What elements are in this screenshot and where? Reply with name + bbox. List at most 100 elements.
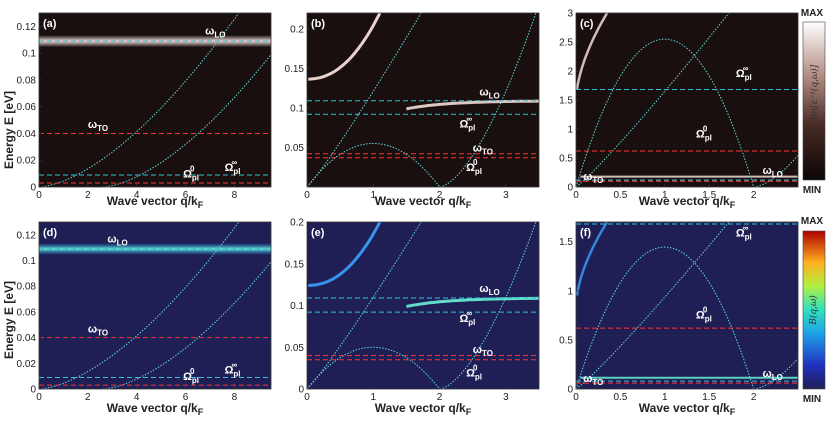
y-tick-label: 0.04 bbox=[17, 333, 37, 344]
annotation-Ωpl: Ωpl∞ bbox=[736, 64, 752, 82]
x-tick-label: 1.5 bbox=[702, 190, 716, 201]
panel-e-tag: (e) bbox=[311, 227, 325, 239]
annotation-ωTO: ωTO bbox=[88, 323, 108, 337]
annotation-ωTO: ωTO bbox=[473, 142, 493, 156]
y-tick-label: 0.02 bbox=[17, 359, 37, 370]
panel-f-background bbox=[576, 222, 798, 389]
y-tick-label: 1 bbox=[567, 286, 573, 297]
y-tick-label: 0.15 bbox=[285, 64, 305, 75]
y-tick-label: 0.12 bbox=[17, 230, 37, 241]
particle-hole-boundary-1 bbox=[307, 222, 422, 389]
panel-b-tag: (b) bbox=[311, 18, 325, 30]
y-tick-label: 0.04 bbox=[17, 129, 37, 140]
coupled-mode-branch bbox=[406, 296, 539, 308]
y-tick-label: 0.5 bbox=[559, 335, 573, 346]
y-tick-label: 0 bbox=[298, 385, 304, 396]
x-axis-label-2: Wave vector q/kF bbox=[375, 194, 472, 210]
x-tick-label: 3 bbox=[503, 190, 509, 201]
y-tick-label: 0.2 bbox=[290, 24, 304, 35]
panel-b-frame bbox=[306, 12, 540, 188]
colorbar-top-label: -π⁻¹Im[ε⁻¹(q,ω)] bbox=[809, 64, 820, 137]
y-tick-label: 0.05 bbox=[285, 343, 305, 354]
colorbar-top-gradient bbox=[802, 21, 826, 181]
x-axis-label-5: Wave vector q/kF bbox=[375, 401, 472, 417]
annotation-Ωpl: Ωpl∞ bbox=[225, 158, 241, 176]
panel-a-plot-area: ωLO ωTO Ωpl0 Ωpl∞ bbox=[39, 13, 271, 187]
annotation-ωTO: ωTO bbox=[583, 373, 603, 387]
x-axis-label-6: Wave vector q/kF bbox=[639, 401, 736, 417]
annotation-ωLO: ωLO bbox=[479, 86, 499, 100]
y-tick-label: 0.1 bbox=[22, 256, 36, 267]
annotation-ωLO: ωLO bbox=[205, 25, 225, 39]
annotation-Ωpl: Ωpl0 bbox=[183, 165, 199, 183]
colorbar-bottom: MAX MIN B(q,ω) bbox=[801, 216, 826, 405]
y-tick-label: 1.5 bbox=[559, 237, 573, 248]
y-tick-label: 0.15 bbox=[285, 259, 305, 270]
x-tick-label: 0 bbox=[304, 190, 310, 201]
panel-a-frame bbox=[38, 12, 272, 188]
panel-e-plot-area: ωLO Ωpl∞ ωTO Ωpl0 bbox=[307, 222, 539, 389]
x-tick-label: 2 bbox=[751, 190, 757, 201]
colorbar-bottom-max: MAX bbox=[801, 216, 824, 227]
x-tick-label: 8 bbox=[232, 190, 238, 201]
particle-hole-dome bbox=[576, 38, 755, 187]
particle-hole-boundary-2 bbox=[102, 54, 271, 187]
annotation-ωTO: ωTO bbox=[473, 344, 493, 358]
panel-c: Ωpl∞ Ωpl0 ωTO ωLO (c) 0 0.5 1 1.5 2 0 0.5 1 1.5 2 2.5 3 bbox=[559, 9, 799, 201]
annotation-ωLO: ωLO bbox=[762, 368, 782, 382]
particle-hole-boundary-2 bbox=[753, 155, 798, 187]
x-tick-label: 1 bbox=[662, 392, 668, 403]
x-tick-label: 2 bbox=[437, 190, 443, 201]
x-tick-label: 0 bbox=[36, 190, 42, 201]
x-tick-label: 2 bbox=[437, 392, 443, 403]
colorbar-top: MAX MIN -π⁻¹Im[ε⁻¹(q,ω)] bbox=[801, 8, 826, 196]
annotation-ωLO: ωLO bbox=[479, 283, 499, 297]
annotation-Ωpl: Ωpl0 bbox=[696, 305, 712, 323]
colorbar-top-max: MAX bbox=[801, 8, 824, 19]
y-tick-label: 2 bbox=[567, 67, 573, 78]
panel-d: ωLO ωTO Ωpl0 Ωpl∞ (d) 0 2 4 6 8 0 0.02 0.04 0.06 0.08 0… bbox=[17, 221, 272, 403]
annotation-ωLO: ωLO bbox=[762, 165, 782, 179]
y-tick-label: 3 bbox=[567, 9, 573, 20]
x-axis-labels: Wave vector q/kF Wave vector q/kF Wave vec… bbox=[107, 194, 736, 417]
y-tick-label: 1.5 bbox=[559, 96, 573, 107]
panel-b-plot-area: ωLO Ωpl∞ ωTO Ωpl0 bbox=[307, 13, 539, 187]
colorbar-bottom-gradient bbox=[802, 230, 826, 390]
annotation-Ωpl: Ωpl∞ bbox=[225, 361, 241, 379]
x-tick-label: 4 bbox=[134, 190, 140, 201]
panel-a: ωLO ωTO Ωpl0 Ωpl∞ (a) 0 2 4 6 8 0 0.02 0.04 0.06 0.08 0… bbox=[17, 12, 272, 201]
panels-group: ωLO ωTO Ωpl0 Ωpl∞ (a) 0 2 4 6 8 0 0.02 0.04 0.06 0.08 0… bbox=[17, 9, 799, 403]
x-axis-label-3: Wave vector q/kF bbox=[639, 194, 736, 210]
x-tick-label: 0 bbox=[304, 392, 310, 403]
panel-c-plot-area: Ωpl∞ Ωpl0 ωTO ωLO bbox=[576, 13, 798, 187]
particle-hole-boundary-2 bbox=[753, 358, 798, 389]
annotation-Ωpl: Ωpl0 bbox=[466, 363, 482, 381]
panel-c-tag: (c) bbox=[580, 18, 594, 30]
x-tick-label: 2 bbox=[85, 392, 91, 403]
x-tick-label: 1 bbox=[371, 190, 377, 201]
x-tick-label: 0 bbox=[573, 392, 579, 403]
panel-d-plot-area: ωLO ωTO Ωpl0 Ωpl∞ bbox=[39, 222, 271, 389]
y-tick-label: 0 bbox=[567, 385, 573, 396]
panel-f: Ωpl∞ Ωpl0 ωTO ωLO (f) 0 0.5 1 1.5 2 0 0.5 1 1.5 bbox=[559, 221, 799, 403]
y-tick-label: 0.5 bbox=[559, 154, 573, 165]
particle-hole-boundary-2 bbox=[439, 222, 537, 389]
x-tick-label: 2 bbox=[751, 392, 757, 403]
y-tick-label: 1 bbox=[567, 125, 573, 136]
y-axis-label-bottom: Energy E [eV] bbox=[2, 281, 16, 359]
annotation-Ωpl: Ωpl∞ bbox=[459, 115, 475, 133]
y-tick-label: 0.05 bbox=[285, 143, 305, 154]
y-tick-label: 0.2 bbox=[290, 218, 304, 229]
particle-hole-boundary-1 bbox=[576, 222, 730, 389]
particle-hole-boundary-1 bbox=[39, 13, 240, 187]
x-tick-label: 6 bbox=[183, 190, 189, 201]
panel-f-frame bbox=[575, 221, 799, 390]
x-tick-label: 1 bbox=[662, 190, 668, 201]
panel-f-plot-area: Ωpl∞ Ωpl0 ωTO ωLO bbox=[576, 222, 798, 389]
particle-hole-boundary-2 bbox=[439, 13, 537, 187]
coupled-mode-branch bbox=[406, 99, 539, 111]
annotation-ωTO: ωTO bbox=[88, 119, 108, 133]
plasmon-upper-branch bbox=[308, 222, 382, 287]
panel-d-tag: (d) bbox=[43, 227, 57, 239]
panel-d-frame bbox=[38, 221, 272, 390]
